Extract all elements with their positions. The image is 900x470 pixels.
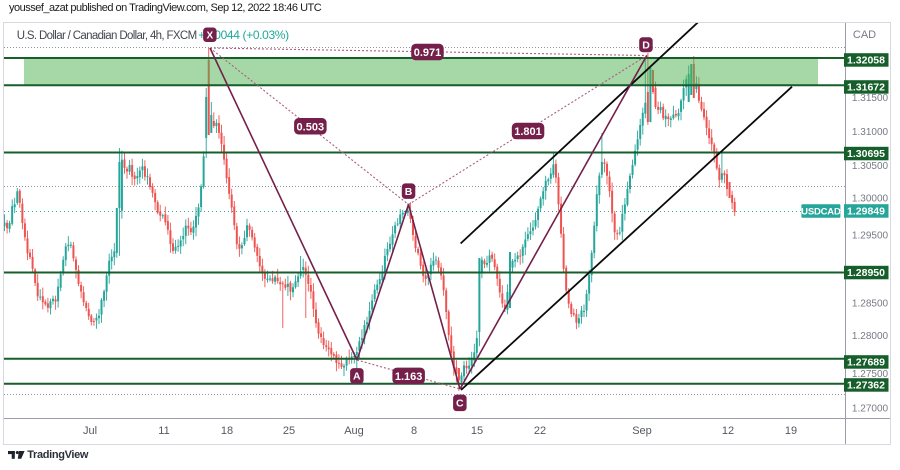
svg-text:U.S. Dollar / Canadian Dollar,: U.S. Dollar / Canadian Dollar, 4h, FXCM bbox=[17, 30, 197, 42]
svg-text:1.29849: 1.29849 bbox=[847, 206, 885, 218]
svg-text:1.30000: 1.30000 bbox=[852, 194, 889, 205]
svg-text:19: 19 bbox=[785, 425, 797, 437]
svg-text:Jul: Jul bbox=[83, 425, 97, 437]
svg-text:0.971: 0.971 bbox=[414, 47, 442, 59]
svg-text:1.31500: 1.31500 bbox=[852, 93, 889, 104]
svg-text:25: 25 bbox=[283, 425, 295, 437]
svg-text:1.28500: 1.28500 bbox=[852, 299, 889, 310]
svg-text:A: A bbox=[353, 371, 361, 383]
svg-text:11: 11 bbox=[158, 425, 169, 437]
svg-text:1.30695: 1.30695 bbox=[847, 148, 885, 160]
svg-text:1.27000: 1.27000 bbox=[852, 404, 889, 415]
svg-text:B: B bbox=[405, 186, 413, 198]
svg-text:15: 15 bbox=[471, 425, 483, 437]
svg-text:1.27362: 1.27362 bbox=[847, 380, 885, 392]
svg-text:+0.0044 (+0.03%): +0.0044 (+0.03%) bbox=[198, 28, 289, 42]
svg-text:12: 12 bbox=[722, 425, 734, 437]
svg-text:1.28000: 1.28000 bbox=[852, 331, 889, 342]
svg-text:22: 22 bbox=[534, 425, 546, 437]
svg-text:1.27500: 1.27500 bbox=[852, 369, 889, 380]
svg-text:1.31000: 1.31000 bbox=[852, 127, 889, 138]
svg-text:1.31672: 1.31672 bbox=[847, 82, 885, 94]
svg-text:1.32058: 1.32058 bbox=[847, 55, 885, 67]
svg-text:0.503: 0.503 bbox=[297, 121, 325, 133]
svg-text:X: X bbox=[206, 30, 213, 41]
svg-text:18: 18 bbox=[221, 425, 233, 437]
svg-text:1.30500: 1.30500 bbox=[852, 161, 889, 172]
svg-text:Aug: Aug bbox=[344, 425, 364, 437]
svg-text:1.29500: 1.29500 bbox=[852, 230, 889, 241]
svg-text:1.163: 1.163 bbox=[395, 371, 423, 383]
svg-text:C: C bbox=[456, 398, 464, 410]
svg-text:1.28950: 1.28950 bbox=[847, 267, 885, 279]
svg-text:1.27689: 1.27689 bbox=[847, 357, 885, 369]
svg-text:CAD: CAD bbox=[853, 29, 876, 41]
svg-text:Sep: Sep bbox=[632, 425, 652, 437]
svg-text:1.801: 1.801 bbox=[514, 126, 542, 138]
svg-text:D: D bbox=[642, 40, 650, 52]
svg-text:USDCAD: USDCAD bbox=[801, 206, 841, 217]
svg-text:8: 8 bbox=[411, 425, 417, 437]
